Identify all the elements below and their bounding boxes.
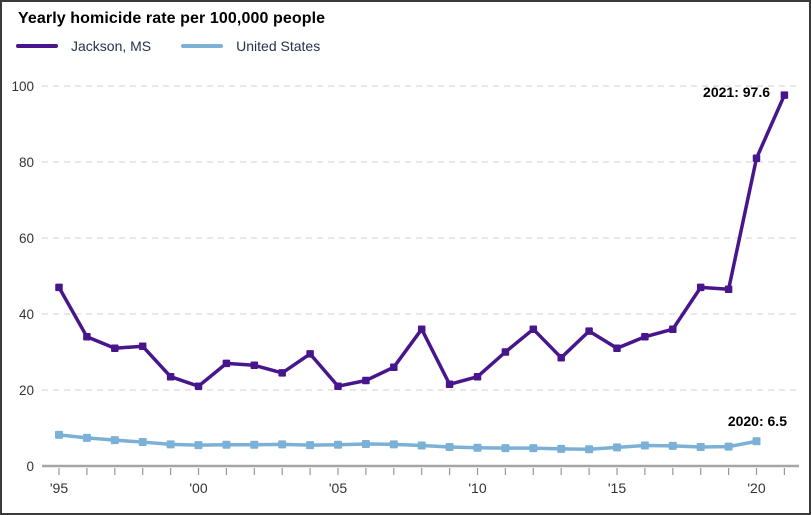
us-data-point xyxy=(110,436,119,445)
y-axis-tick-label: 60 xyxy=(19,231,34,246)
jackson-data-point xyxy=(501,348,510,356)
x-axis-tick-label: '05 xyxy=(329,480,347,496)
jackson-data-point xyxy=(473,372,482,381)
y-axis-tick-label: 80 xyxy=(19,155,34,170)
jackson-data-point xyxy=(334,382,342,390)
y-axis-tick-label: 0 xyxy=(26,459,34,474)
us-data-point xyxy=(55,430,63,439)
x-axis-tick-label: '95 xyxy=(50,480,68,496)
us-data-point xyxy=(445,443,454,451)
jackson-data-point xyxy=(306,350,314,358)
us-data-point xyxy=(640,441,649,450)
us-data-point xyxy=(194,441,203,450)
jackson-data-point xyxy=(696,283,705,292)
us-data-point xyxy=(361,439,370,448)
us-data-point xyxy=(557,444,566,453)
x-axis-tick-label: '20 xyxy=(747,480,765,496)
us-data-point xyxy=(166,440,175,449)
legend-item-us: United States xyxy=(181,38,320,54)
x-axis-tick-label: '15 xyxy=(608,480,626,496)
jackson-data-point xyxy=(83,333,91,341)
legend-item-jackson: Jackson, MS xyxy=(16,38,151,54)
jackson-data-point xyxy=(529,325,538,333)
annotation-us-2020: 2020: 6.5 xyxy=(727,413,787,429)
jackson-data-point xyxy=(55,283,63,292)
jackson-data-point xyxy=(111,344,119,352)
jackson-data-point xyxy=(194,382,203,390)
us-data-point xyxy=(334,440,342,449)
jackson-line xyxy=(57,93,787,388)
jackson-data-point xyxy=(250,361,259,370)
x-axis-tick-label: '00 xyxy=(189,480,207,496)
jackson-data-point xyxy=(166,372,175,381)
us-data-point xyxy=(696,443,705,451)
legend-label-us: United States xyxy=(236,38,321,54)
jackson-data-point xyxy=(417,325,426,333)
jackson-data-point xyxy=(557,353,565,362)
y-axis-tick-label: 100 xyxy=(11,79,34,94)
us-data-point xyxy=(529,444,538,453)
jackson-data-point xyxy=(390,363,398,371)
legend: Jackson, MS United States xyxy=(16,38,350,54)
jackson-data-point xyxy=(613,344,621,352)
jackson-data-point xyxy=(445,380,454,389)
us-data-point xyxy=(752,437,761,446)
us-line-swatch xyxy=(181,44,224,48)
jackson-data-point xyxy=(138,342,147,351)
jackson-data-point xyxy=(641,333,649,341)
jackson-data-point xyxy=(669,325,677,333)
jackson-data-point xyxy=(278,369,286,377)
jackson-data-point xyxy=(780,91,789,99)
page-title: Yearly homicide rate per 100,000 people xyxy=(18,10,326,27)
us-data-point xyxy=(501,444,510,453)
us-data-point xyxy=(585,445,594,454)
jackson-data-point xyxy=(222,359,231,368)
us-data-point xyxy=(473,443,482,452)
jackson-data-point xyxy=(585,327,593,335)
us-data-point xyxy=(138,438,147,447)
us-data-point xyxy=(278,440,287,449)
y-axis-tick-label: 20 xyxy=(19,383,34,398)
us-data-point xyxy=(222,440,231,449)
jackson-data-point xyxy=(724,285,733,294)
jackson-line-swatch xyxy=(16,44,58,48)
us-data-point xyxy=(613,443,621,452)
us-data-point xyxy=(417,441,426,450)
us-data-point xyxy=(668,441,677,450)
legend-label-jackson: Jackson, MS xyxy=(71,38,152,54)
us-line xyxy=(57,433,759,452)
us-data-point xyxy=(724,442,733,451)
us-data-point xyxy=(250,440,259,449)
us-data-point xyxy=(389,440,398,449)
us-data-point xyxy=(306,441,315,450)
annotation-jackson-2021: 2021: 97.6 xyxy=(703,84,770,100)
y-axis-tick-label: 40 xyxy=(19,307,34,322)
jackson-data-point xyxy=(362,376,370,385)
jackson-data-point xyxy=(752,154,761,162)
x-axis-tick-label: '10 xyxy=(468,480,486,496)
us-data-point xyxy=(82,433,91,442)
